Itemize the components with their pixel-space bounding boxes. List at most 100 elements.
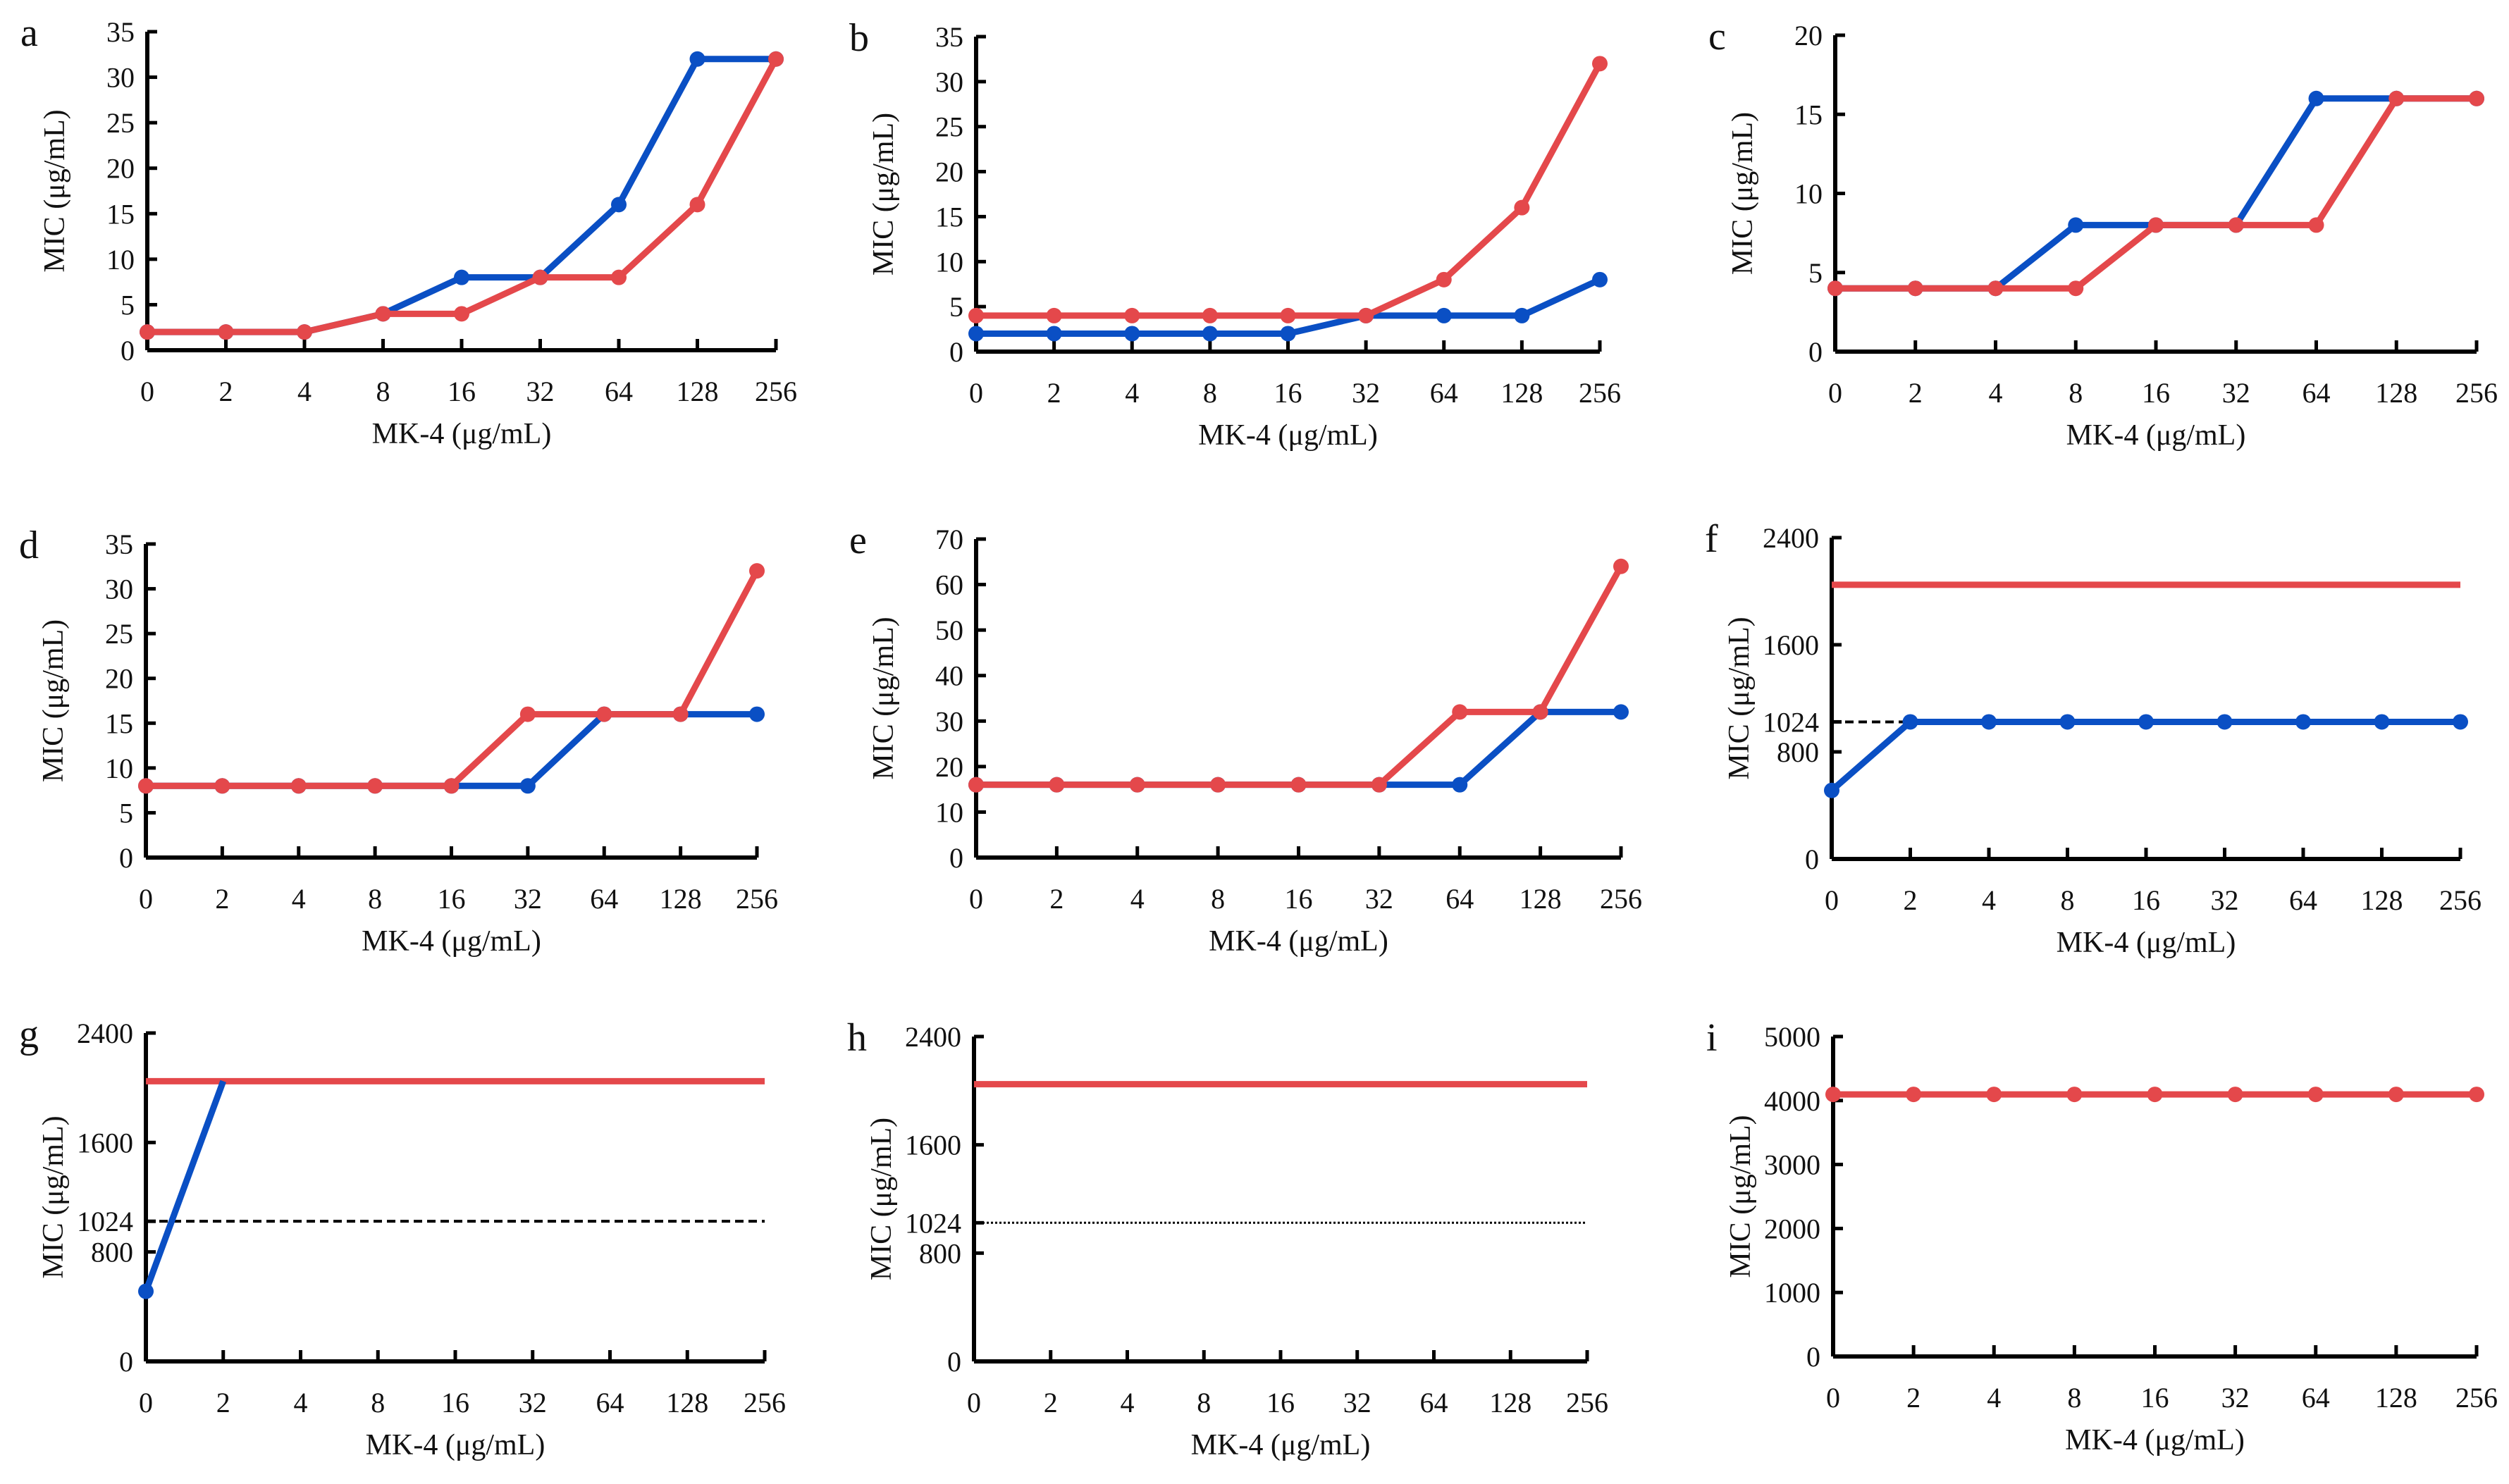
x-tick-label: 8: [1197, 1387, 1211, 1418]
x-tick-label: 128: [660, 883, 702, 915]
y-tick-label: 0: [119, 1346, 133, 1378]
y-tick-label: 2400: [905, 1021, 961, 1053]
data-point: [1436, 271, 1452, 287]
panel-label: g: [19, 1013, 39, 1056]
data-point: [1452, 704, 1468, 720]
x-tick-label: 0: [1825, 884, 1839, 916]
x-tick-label: 64: [590, 883, 618, 915]
data-point: [1981, 714, 1997, 730]
data-point: [2308, 90, 2324, 106]
x-tick-label: 32: [2222, 377, 2250, 409]
x-tick-label: 128: [1519, 883, 1562, 915]
y-tick-label: 2000: [1764, 1213, 1820, 1244]
y-tick-label: 10: [105, 753, 133, 784]
data-point: [2148, 217, 2164, 233]
data-point: [375, 306, 391, 322]
data-point: [2068, 280, 2084, 297]
y-tick-label: 1024: [77, 1206, 133, 1237]
panel-label: c: [1708, 15, 1726, 58]
y-tick-label: 30: [106, 62, 135, 94]
data-point: [290, 778, 307, 794]
data-point: [1046, 326, 1062, 342]
data-point: [1436, 307, 1452, 323]
data-point: [1202, 326, 1218, 342]
y-tick-label: 0: [1806, 1341, 1820, 1373]
y-tick-label: 20: [935, 156, 963, 188]
x-tick-label: 32: [519, 1387, 547, 1418]
x-tick-label: 32: [1343, 1387, 1371, 1418]
y-tick-label: 0: [949, 842, 963, 874]
x-tick-label: 4: [1989, 377, 2003, 409]
y-axis-title: MIC (μg/mL): [37, 1115, 70, 1278]
y-axis-title: MIC (μg/mL): [1723, 617, 1756, 779]
x-tick-label: 16: [448, 376, 476, 407]
y-tick-label: 30: [935, 705, 963, 737]
x-tick-label: 64: [2289, 884, 2317, 916]
x-tick-label: 0: [139, 883, 153, 915]
x-tick-label: 64: [596, 1387, 624, 1418]
x-tick-label: 0: [1828, 377, 1842, 409]
x-tick-label: 8: [2061, 884, 2075, 916]
x-tick-label: 0: [140, 376, 154, 407]
x-tick-label: 0: [139, 1387, 153, 1418]
x-tick-label: 32: [2211, 884, 2239, 916]
data-point: [1902, 714, 1918, 730]
data-point: [2374, 714, 2390, 730]
y-tick-label: 70: [935, 524, 963, 555]
data-point: [2059, 714, 2076, 730]
y-tick-label: 5: [949, 291, 963, 323]
x-tick-label: 4: [1982, 884, 1996, 916]
x-tick-label: 2: [216, 1387, 230, 1418]
data-point: [532, 269, 548, 285]
x-tick-label: 4: [294, 1387, 308, 1418]
data-point: [1824, 782, 1839, 798]
data-point: [1202, 307, 1218, 323]
data-point: [214, 778, 230, 794]
data-point: [2388, 90, 2405, 106]
panel-e: e 0 10 20 30 40 50 60 70 0 2 4 8 16 32 64 128 256 MK-4 (μg…: [849, 519, 1642, 958]
x-tick-label: 0: [969, 377, 983, 409]
data-point: [367, 778, 383, 794]
y-tick-label: 0: [1805, 843, 1819, 875]
y-tick-label: 10: [1794, 178, 1823, 210]
y-tick-label: 10: [106, 244, 135, 276]
x-tick-label: 128: [2375, 1382, 2417, 1414]
data-point: [1907, 280, 1923, 297]
x-tick-label: 2: [219, 376, 233, 407]
data-point: [1514, 199, 1530, 216]
x-tick-label: 32: [1352, 377, 1380, 409]
y-tick-label: 2400: [1763, 522, 1819, 554]
x-tick-label: 64: [2303, 377, 2331, 409]
series-line-red: [146, 569, 760, 789]
x-tick-label: 16: [438, 883, 466, 915]
y-tick-label: 2400: [77, 1018, 133, 1049]
data-point: [1825, 1087, 1841, 1103]
y-tick-label: 0: [121, 335, 135, 366]
panel-b: b 0 5 10 15 20 25 30 35 0 2 4 8 16 32 64 128 256 MK-4 (μg/…: [849, 16, 1621, 452]
y-tick-label: 20: [105, 663, 133, 695]
x-tick-label: 256: [2439, 884, 2482, 916]
y-tick-label: 25: [935, 111, 963, 143]
y-tick-label: 800: [1777, 736, 1819, 768]
x-tick-label: 8: [2069, 377, 2083, 409]
data-point: [138, 778, 154, 794]
panel-c: c 0 5 10 15 20 0 2 4 8 16 32 64 128 256 MK-4 (μg/mL) MIC…: [1708, 15, 2498, 452]
data-point: [1592, 271, 1608, 287]
data-point: [1358, 307, 1374, 323]
data-point: [1129, 777, 1145, 793]
data-point: [611, 269, 627, 285]
data-point: [689, 197, 705, 213]
y-tick-label: 10: [935, 796, 963, 828]
data-point: [596, 706, 612, 722]
y-tick-label: 800: [91, 1237, 133, 1268]
x-tick-label: 0: [967, 1387, 981, 1418]
data-point: [1827, 280, 1843, 297]
data-point: [1049, 777, 1065, 793]
y-axis-title: MIC (μg/mL): [865, 1118, 898, 1280]
x-tick-label: 64: [605, 376, 633, 407]
data-point: [1613, 704, 1629, 720]
x-tick-label: 64: [2302, 1382, 2330, 1414]
panel-label: h: [847, 1016, 867, 1060]
